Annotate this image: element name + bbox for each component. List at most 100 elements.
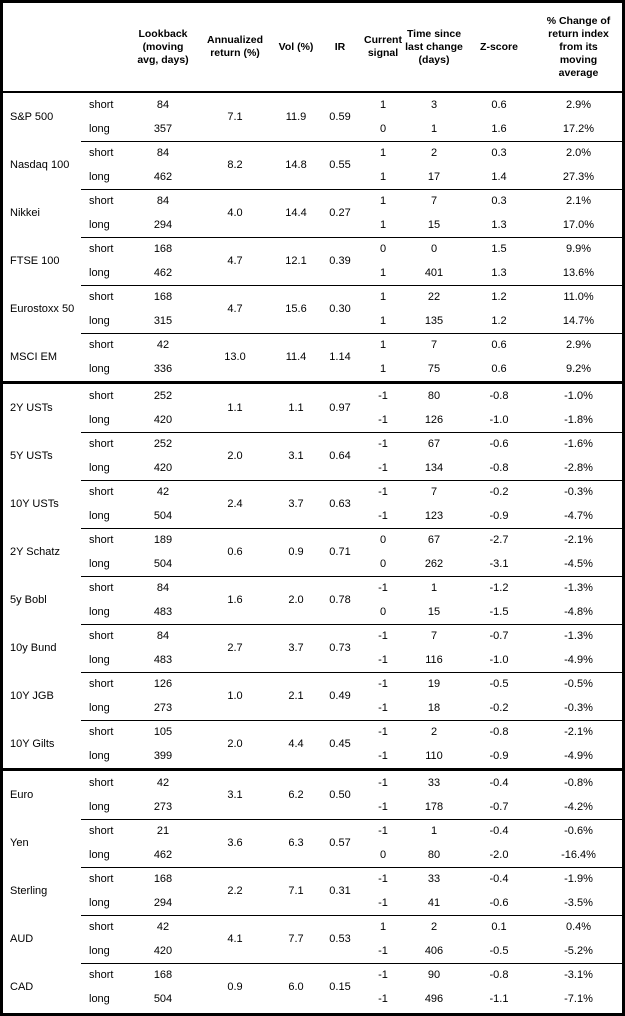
signal-short-cell: 1 — [379, 147, 387, 159]
time-since-short-cell: 7 — [430, 630, 438, 642]
pct-change-long-cell: -3.5% — [564, 897, 593, 909]
lookback-short-cell: 42 — [156, 486, 170, 498]
time-since-short-cell: 7 — [430, 339, 438, 351]
row-label-short: short — [89, 921, 114, 933]
time-since-long-cell: 262 — [424, 558, 444, 570]
row-label-long: long — [89, 702, 110, 714]
asset-name: 10Y JGB — [10, 690, 54, 702]
pct-change-short-cell: -0.5% — [564, 678, 593, 690]
asset-group: Euro short long 42 273 3.1 6.2 0.50 -1 -… — [3, 771, 622, 819]
time-since-long-cell: 178 — [424, 801, 444, 813]
pct-change-short-cell: -0.8% — [564, 777, 593, 789]
asset-group: Yen short long 21 462 3.6 6.3 0.57 -1 0 … — [3, 819, 622, 867]
table-body: S&P 500 short long 84 357 7.1 11.9 0.59 … — [3, 93, 622, 1011]
lookback-short-cell: 42 — [156, 339, 170, 351]
row-label-short: short — [89, 630, 114, 642]
ir-cell: 0.71 — [329, 546, 351, 558]
asset-name: Eurostoxx 50 — [10, 303, 75, 315]
time-since-long-cell: 41 — [427, 897, 441, 909]
vol-cell: 12.1 — [285, 255, 307, 267]
row-label-long: long — [89, 750, 110, 762]
time-since-short-cell: 0 — [430, 243, 438, 255]
signal-short-cell: -1 — [378, 678, 388, 690]
ir-cell: 0.39 — [329, 255, 351, 267]
asset-name: AUD — [10, 933, 34, 945]
asset-name: Euro — [10, 789, 34, 801]
pct-change-long-cell: 13.6% — [562, 267, 595, 279]
asset-group: FTSE 100 short long 168 462 4.7 12.1 0.3… — [3, 237, 622, 285]
vol-cell: 11.4 — [285, 351, 307, 363]
ir-cell: 0.64 — [329, 450, 351, 462]
zscore-long-cell: -0.9 — [489, 510, 509, 522]
lookback-long-cell: 462 — [153, 849, 173, 861]
signal-long-cell: 1 — [379, 315, 387, 327]
time-since-long-cell: 123 — [424, 510, 444, 522]
asset-group: 5y Bobl short long 84 483 1.6 2.0 0.78 -… — [3, 576, 622, 624]
zscore-long-cell: -0.2 — [489, 702, 509, 714]
signal-long-cell: -1 — [378, 750, 388, 762]
time-since-long-cell: 15 — [427, 606, 441, 618]
pct-change-long-cell: 17.0% — [562, 219, 595, 231]
time-since-short-cell: 7 — [430, 486, 438, 498]
time-since-short-cell: 67 — [427, 438, 441, 450]
signal-long-cell: 0 — [379, 606, 387, 618]
signal-short-cell: 1 — [379, 99, 387, 111]
asset-group: Sterling short long 168 294 2.2 7.1 0.31… — [3, 867, 622, 915]
annualized-return-cell: 2.0 — [227, 450, 243, 462]
header-corner-blank — [3, 3, 129, 91]
header-current-signal: Current signal — [364, 34, 402, 59]
vol-cell: 14.4 — [285, 207, 307, 219]
time-since-long-cell: 401 — [424, 267, 444, 279]
time-since-short-cell: 1 — [430, 825, 438, 837]
signal-long-cell: -1 — [378, 510, 388, 522]
zscore-long-cell: -0.8 — [489, 462, 509, 474]
asset-group: 5Y USTs short long 252 420 2.0 3.1 0.64 … — [3, 432, 622, 480]
vol-cell: 6.0 — [288, 981, 304, 993]
annualized-return-cell: 4.1 — [227, 933, 243, 945]
zscore-short-cell: 1.5 — [491, 243, 507, 255]
row-label-long: long — [89, 945, 110, 957]
asset-group: 10Y USTs short long 42 504 2.4 3.7 0.63 … — [3, 480, 622, 528]
table-header-row: Lookback (moving avg, days) Annualized r… — [3, 3, 622, 93]
lookback-long-cell: 420 — [153, 945, 173, 957]
row-label-long: long — [89, 171, 110, 183]
zscore-short-cell: -0.4 — [489, 825, 509, 837]
row-label-long: long — [89, 123, 110, 135]
ir-cell: 0.31 — [329, 885, 351, 897]
zscore-short-cell: -2.7 — [489, 534, 509, 546]
lookback-long-cell: 273 — [153, 801, 173, 813]
row-label-long: long — [89, 510, 110, 522]
zscore-short-cell: 1.2 — [491, 291, 507, 303]
lookback-long-cell: 504 — [153, 993, 173, 1005]
signal-short-cell: -1 — [378, 582, 388, 594]
annualized-return-cell: 4.7 — [227, 303, 243, 315]
asset-name: CAD — [10, 981, 34, 993]
lookback-short-cell: 105 — [153, 726, 173, 738]
pct-change-long-cell: -4.8% — [564, 606, 593, 618]
zscore-short-cell: -0.5 — [489, 678, 509, 690]
lookback-long-cell: 504 — [153, 510, 173, 522]
lookback-short-cell: 84 — [156, 99, 170, 111]
vol-cell: 14.8 — [285, 159, 307, 171]
zscore-long-cell: 1.3 — [491, 219, 507, 231]
annualized-return-cell: 1.1 — [227, 402, 243, 414]
annualized-return-cell: 2.4 — [227, 498, 243, 510]
signal-short-cell: -1 — [378, 726, 388, 738]
row-label-long: long — [89, 993, 110, 1005]
signal-long-cell: -1 — [378, 945, 388, 957]
pct-change-long-cell: -1.8% — [564, 414, 593, 426]
pct-change-short-cell: 2.0% — [565, 147, 592, 159]
time-since-long-cell: 15 — [427, 219, 441, 231]
asset-group: Eurostoxx 50 short long 168 315 4.7 15.6… — [3, 285, 622, 333]
lookback-short-cell: 168 — [153, 969, 173, 981]
zscore-short-cell: -0.8 — [489, 726, 509, 738]
pct-change-short-cell: 0.4% — [565, 921, 592, 933]
row-label-long: long — [89, 849, 110, 861]
vol-cell: 0.9 — [288, 546, 304, 558]
zscore-long-cell: -0.6 — [489, 897, 509, 909]
signal-short-cell: -1 — [378, 486, 388, 498]
zscore-long-cell: -2.0 — [489, 849, 509, 861]
annualized-return-cell: 2.0 — [227, 738, 243, 750]
vol-cell: 3.7 — [288, 642, 304, 654]
